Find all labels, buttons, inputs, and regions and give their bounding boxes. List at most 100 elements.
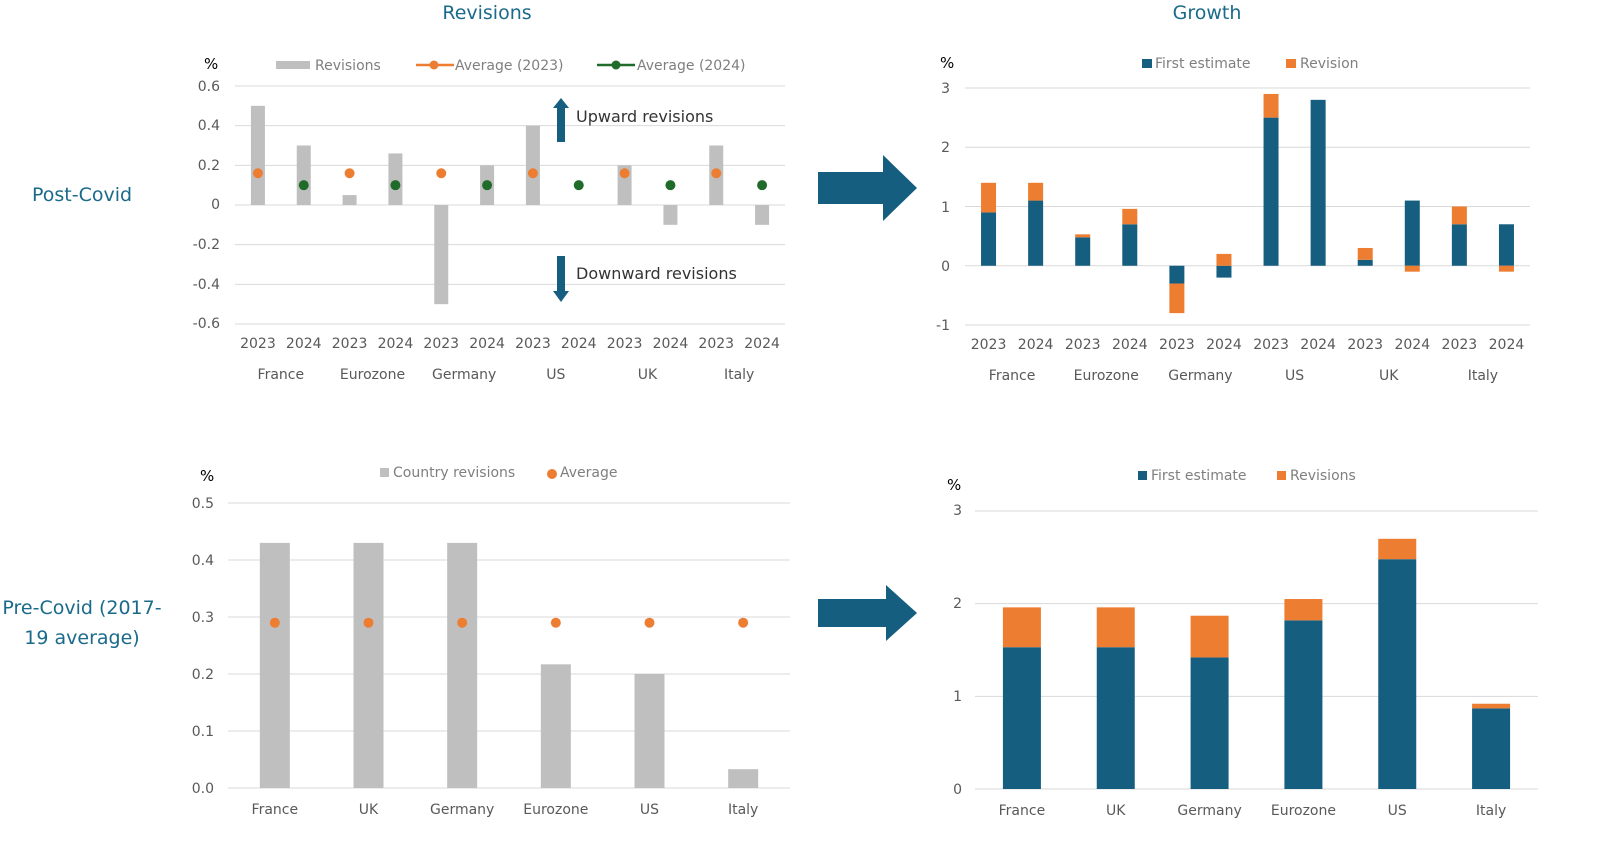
point-average-2023: [711, 168, 722, 179]
arrow-right-icon: [818, 585, 917, 641]
bar-revision: [663, 205, 678, 225]
bar-revision: [1472, 703, 1511, 709]
x-tick: UK: [359, 802, 379, 818]
y-tick: 0.1: [192, 724, 214, 740]
x-tick-year: 2024: [1489, 337, 1525, 353]
pre-covid-revisions-chart: % Country revisions Average 0.5 0.4 0.3 …: [192, 465, 790, 818]
x-tick-year: 2024: [561, 336, 597, 352]
x-tick: Italy: [1476, 803, 1506, 819]
bar-first-estimate: [1378, 559, 1417, 789]
bar-revision: [1263, 93, 1279, 118]
x-tick-year: 2024: [286, 336, 322, 352]
post-covid-revisions-chart: % Revisions Average (2023) Average (2024…: [193, 55, 785, 383]
x-tick: Germany: [1177, 803, 1241, 819]
x-tick-group: US: [1285, 368, 1304, 384]
x-tick: US: [640, 802, 659, 818]
point-average-2024: [482, 180, 493, 191]
y-tick: -0.2: [193, 237, 220, 253]
bar-country-revision: [728, 769, 759, 788]
bar-first-estimate: [1122, 224, 1138, 266]
legend-swatch-revisions: [276, 61, 310, 69]
bar-revision: [1190, 615, 1229, 658]
point-average-2023: [619, 168, 630, 179]
bar-revision: [1122, 208, 1138, 225]
x-tick-year: 2023: [971, 337, 1007, 353]
legend: Revisions Average (2023) Average (2024): [276, 58, 746, 74]
bar-revision: [1075, 234, 1091, 238]
bar-first-estimate: [1263, 117, 1279, 266]
point-average: [269, 617, 280, 628]
legend-swatch-first-estimate: [1142, 59, 1152, 68]
legend-swatch-revision: [1286, 59, 1296, 68]
bar-country-revision: [540, 664, 571, 788]
point-average-2023: [344, 168, 355, 179]
legend-label-first-estimate: First estimate: [1155, 56, 1251, 72]
arrow-right-icon: [818, 155, 917, 221]
x-tick: France: [252, 802, 299, 818]
x-tick: France: [999, 803, 1046, 819]
bar-revision: [434, 205, 449, 305]
x-tick: Eurozone: [523, 802, 588, 818]
bar-revision: [296, 145, 311, 205]
point-average: [738, 617, 749, 628]
point-average-2024: [665, 180, 676, 191]
point-average: [550, 617, 561, 628]
point-average-2024: [573, 180, 584, 191]
point-average: [363, 617, 374, 628]
y-tick: 0: [211, 197, 220, 213]
x-tick-year: 2024: [469, 336, 505, 352]
x-tick-group: Italy: [1468, 368, 1498, 384]
x-tick: UK: [1106, 803, 1126, 819]
x-tick-group: France: [258, 367, 305, 383]
x-tick-year: 2023: [698, 336, 734, 352]
x-tick-year: 2023: [1347, 337, 1383, 353]
point-average: [457, 617, 468, 628]
bar-first-estimate: [1190, 657, 1229, 789]
legend-label-average-2024: Average (2024): [637, 58, 746, 74]
legend-swatch-first-estimate: [1138, 471, 1147, 480]
legend-label-average: Average: [560, 465, 618, 481]
post-covid-growth-chart: % First estimate Revision 3 2 1 0 -1 202…: [936, 54, 1530, 384]
bar-revision: [1028, 182, 1044, 201]
bar-revision: [525, 125, 540, 205]
bar-revision: [755, 205, 770, 225]
x-tick-year: 2023: [423, 336, 459, 352]
bar-revision: [1498, 265, 1514, 272]
y-axis-ticks: 3 2 1 0: [953, 503, 962, 798]
legend-swatch-revisions: [1277, 471, 1286, 480]
y-tick: 0.6: [198, 79, 220, 95]
x-tick-year: 2024: [653, 336, 689, 352]
legend: Country revisions Average: [380, 465, 618, 481]
bar-first-estimate: [1310, 99, 1326, 266]
x-tick-year: 2024: [1394, 337, 1430, 353]
bar-revision: [250, 105, 265, 205]
x-tick-year: 2024: [1018, 337, 1054, 353]
legend: First estimate Revisions: [1138, 468, 1356, 484]
x-tick-year: 2023: [1065, 337, 1101, 353]
legend-label-average-2023: Average (2023): [455, 58, 564, 74]
y-tick: -1: [936, 318, 950, 334]
bar-first-estimate: [1472, 708, 1511, 789]
y-unit-label: %: [200, 467, 214, 485]
y-tick: 1: [953, 689, 962, 705]
x-tick-year: 2024: [1112, 337, 1148, 353]
y-axis-ticks: 3 2 1 0 -1: [936, 81, 950, 334]
x-tick: Italy: [728, 802, 758, 818]
y-tick: 3: [953, 503, 962, 519]
annotation-downward: Downward revisions: [553, 256, 737, 302]
bar-revision: [342, 195, 357, 205]
annotation-downward-text: Downward revisions: [576, 264, 737, 283]
annotation-upward-text: Upward revisions: [576, 107, 713, 126]
x-tick-year: 2023: [1442, 337, 1478, 353]
bar-first-estimate: [1498, 224, 1514, 266]
legend-label-revision: Revision: [1300, 56, 1359, 72]
pre-covid-growth-chart: % First estimate Revisions 3 2 1 0 Franc…: [947, 468, 1538, 819]
x-tick-year: 2024: [1206, 337, 1242, 353]
bar-revision: [1096, 607, 1135, 648]
y-tick: 1: [941, 200, 950, 216]
legend: First estimate Revision: [1142, 56, 1359, 72]
x-tick: US: [1388, 803, 1407, 819]
bar-revision: [1378, 538, 1417, 560]
x-tick: Germany: [430, 802, 494, 818]
bar-revision: [1002, 607, 1041, 648]
